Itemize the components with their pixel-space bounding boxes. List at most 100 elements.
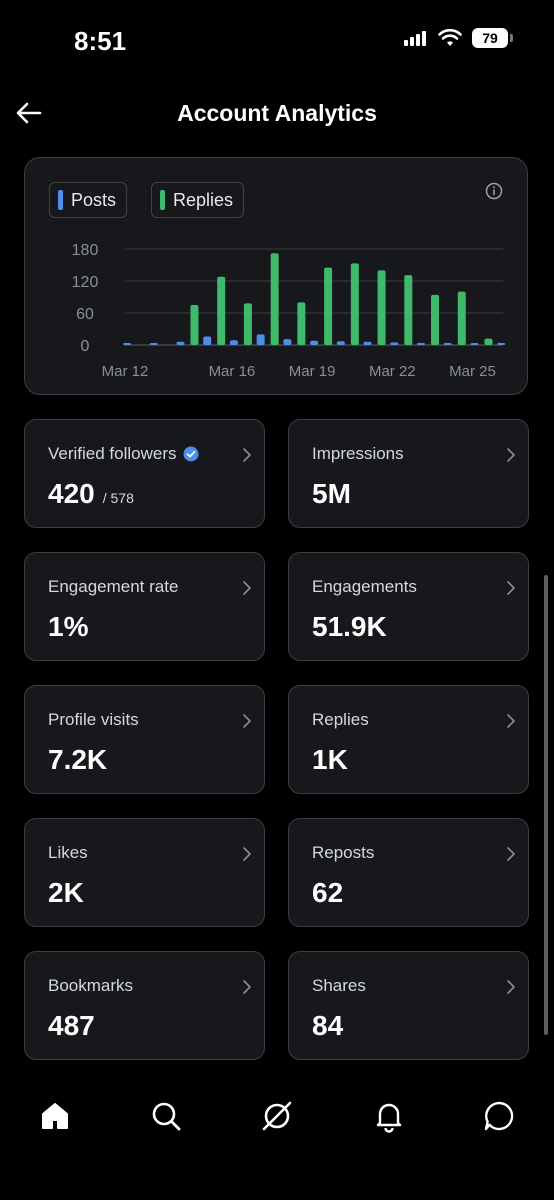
metric-card[interactable]: Impressions 5M — [288, 419, 529, 528]
metric-label: Impressions — [312, 444, 404, 464]
metric-value: 84 — [312, 1010, 343, 1042]
metric-label-text: Verified followers — [48, 444, 177, 463]
metric-card[interactable]: Likes 2K — [24, 818, 265, 927]
metric-label-text: Engagement rate — [48, 577, 179, 596]
chevron-right-icon — [507, 980, 515, 994]
chevron-right-icon — [243, 448, 251, 462]
metric-value: 2K — [48, 877, 84, 909]
chevron-right-icon — [243, 581, 251, 595]
metric-label: Profile visits — [48, 710, 139, 730]
metric-value-text: 62 — [312, 877, 344, 908]
metric-label-text: Bookmarks — [48, 976, 134, 995]
posts-bar — [336, 341, 345, 345]
metric-label-text: Shares — [312, 976, 366, 995]
metric-value: 7.2K — [48, 744, 107, 776]
replies-bar — [243, 303, 252, 345]
metric-card[interactable]: Engagements 51.9K — [288, 552, 529, 661]
replies-bar — [270, 253, 279, 345]
back-arrow-icon[interactable] — [14, 98, 44, 128]
replies-bar — [377, 270, 386, 345]
activity-chart: 180 120 60 0 Mar 12 Mar 16 Mar 19 Mar 22 Mar 25 — [72, 242, 506, 380]
posts-bar — [229, 340, 238, 345]
metric-subvalue: / 578 — [102, 490, 134, 506]
y-tick-label: 180 — [72, 242, 99, 259]
posts-bar — [203, 336, 212, 345]
metric-card[interactable]: Replies 1K — [288, 685, 529, 794]
posts-bar — [443, 343, 452, 345]
metric-value-text: 420 — [48, 478, 95, 509]
replies-bar — [350, 263, 359, 345]
status-icons: 79 — [404, 28, 513, 48]
metric-card[interactable]: Shares 84 — [288, 951, 529, 1060]
info-icon[interactable] — [485, 182, 503, 200]
x-tick-label: Mar 12 — [102, 363, 149, 380]
messages-icon[interactable] — [482, 1099, 516, 1133]
legend-replies-chip[interactable]: Replies — [151, 182, 245, 218]
x-tick-label: Mar 22 — [369, 363, 416, 380]
posts-bar — [283, 339, 292, 345]
metric-card[interactable]: Reposts 62 — [288, 818, 529, 927]
replies-bar — [324, 267, 333, 345]
metric-card[interactable]: Engagement rate 1% — [24, 552, 265, 661]
posts-bar — [363, 341, 372, 345]
wifi-icon — [438, 29, 462, 46]
page-title: Account Analytics — [177, 100, 377, 126]
chevron-right-icon — [507, 847, 515, 861]
metric-value-text: 5M — [312, 478, 351, 509]
replies-bar — [297, 302, 306, 345]
posts-bar — [176, 341, 185, 345]
metric-label: Engagement rate — [48, 577, 178, 597]
replies-bar — [431, 294, 440, 345]
metric-card[interactable]: Profile visits 7.2K — [24, 685, 265, 794]
legend-posts-chip[interactable]: Posts — [49, 182, 128, 218]
posts-bar — [256, 334, 265, 345]
x-tick-label: Mar 25 — [449, 363, 496, 380]
posts-bar — [123, 343, 131, 345]
chevron-right-icon — [243, 980, 251, 994]
metric-label-text: Engagements — [312, 577, 417, 596]
x-tick-label: Mar 16 — [209, 363, 256, 380]
notifications-icon[interactable] — [372, 1099, 406, 1133]
replies-bar — [190, 305, 199, 345]
y-tick-label: 120 — [72, 274, 99, 291]
metric-value-text: 51.9K — [312, 611, 387, 642]
metric-label-text: Impressions — [312, 444, 404, 463]
metric-card[interactable]: Verified followers 420 / 578 — [24, 419, 265, 528]
legend-replies-label: Replies — [173, 189, 234, 210]
metric-label: Bookmarks — [48, 976, 133, 996]
chart-legend: Posts Replies — [49, 182, 245, 218]
metric-value: 420 / 578 — [48, 478, 134, 510]
replies-bar — [217, 276, 226, 345]
scrollbar[interactable] — [544, 575, 548, 1035]
metric-value-text: 7.2K — [48, 744, 108, 775]
posts-bar — [390, 342, 399, 345]
metric-label-text: Replies — [312, 710, 369, 729]
metric-label: Shares — [312, 976, 366, 996]
metric-value-text: 84 — [312, 1010, 344, 1041]
metric-value: 1% — [48, 611, 88, 643]
metric-value-text: 487 — [48, 1010, 95, 1041]
metric-value: 1K — [312, 744, 348, 776]
chevron-right-icon — [507, 581, 515, 595]
metric-value: 487 — [48, 1010, 95, 1042]
metric-value: 51.9K — [312, 611, 387, 643]
bottom-nav — [0, 1085, 554, 1155]
grok-icon[interactable] — [260, 1099, 294, 1133]
header: Account Analytics — [0, 90, 554, 140]
metric-label-text: Reposts — [312, 843, 375, 862]
metric-label-text: Profile visits — [48, 710, 139, 729]
x-tick-label: Mar 19 — [289, 363, 336, 380]
replies-bar — [457, 291, 466, 345]
signal-icon — [404, 31, 426, 46]
replies-bar — [484, 338, 493, 345]
metric-label: Engagements — [312, 577, 417, 597]
posts-bar — [470, 343, 479, 345]
chevron-right-icon — [243, 714, 251, 728]
search-icon[interactable] — [149, 1099, 183, 1133]
verified-badge-icon — [183, 446, 199, 462]
chevron-right-icon — [507, 448, 515, 462]
metric-card[interactable]: Bookmarks 487 — [24, 951, 265, 1060]
metric-value-text: 1% — [48, 611, 89, 642]
replies-swatch — [160, 190, 166, 210]
home-icon[interactable] — [38, 1099, 72, 1133]
